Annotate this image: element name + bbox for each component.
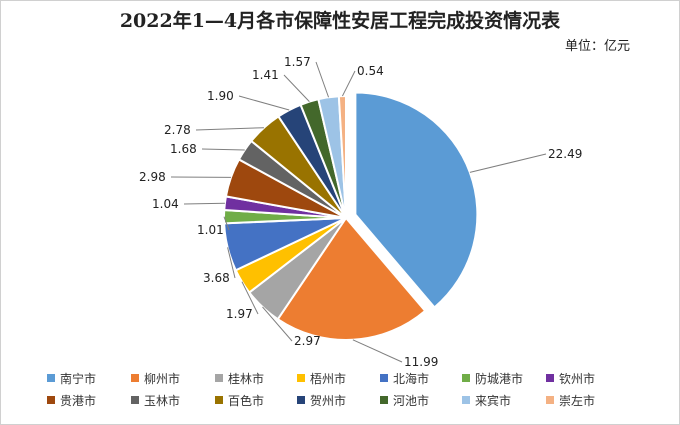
data-label: 2.78 (164, 123, 191, 137)
leader-line (469, 153, 547, 173)
legend-label: 玉林市 (144, 393, 180, 408)
legend-swatch (131, 396, 139, 404)
legend-swatch (462, 374, 470, 382)
data-label: 11.99 (404, 355, 438, 369)
legend-label: 河池市 (393, 393, 429, 408)
legend-swatch (215, 396, 223, 404)
legend-swatch (546, 396, 554, 404)
leader-line (195, 127, 264, 131)
legend-label: 梧州市 (310, 371, 346, 386)
legend-label: 百色市 (228, 393, 264, 408)
leader-line (262, 306, 293, 342)
data-label: 1.01 (197, 223, 224, 237)
data-label: 1.97 (226, 307, 253, 321)
pie-slice (354, 91, 479, 309)
leader-line (223, 216, 230, 231)
data-label: 2.97 (294, 334, 321, 348)
leader-line (241, 281, 259, 315)
leader-line (183, 202, 225, 205)
data-label: 1.41 (252, 68, 279, 82)
legend-swatch (47, 396, 55, 404)
leader-line (201, 148, 245, 151)
pie-slice (337, 94, 347, 219)
data-label: 2.98 (139, 170, 166, 184)
data-label: 3.68 (203, 271, 230, 285)
leader-line (352, 339, 403, 363)
leader-line (341, 70, 356, 97)
data-label: 1.57 (284, 55, 311, 69)
legend-label: 南宁市 (60, 371, 96, 386)
legend-swatch (380, 374, 388, 382)
legend-label: 防城港市 (475, 371, 523, 386)
legend-label: 钦州市 (559, 371, 595, 386)
legend-swatch (215, 374, 223, 382)
legend-swatch (297, 396, 305, 404)
legend-label: 贺州市 (310, 393, 346, 408)
legend-swatch (546, 374, 554, 382)
unit-label: 单位：亿元 (564, 39, 630, 54)
legend-swatch (380, 396, 388, 404)
legend-label: 桂林市 (228, 371, 264, 386)
leader-line (238, 95, 290, 111)
legend-label: 崇左市 (559, 393, 595, 408)
leader-line (315, 61, 330, 98)
legend-label: 贵港市 (60, 393, 96, 408)
legend-label: 柳州市 (144, 371, 180, 386)
data-label: 1.04 (152, 197, 179, 211)
leader-line (227, 247, 236, 279)
legend-swatch (131, 374, 139, 382)
chart-title: 2022年1—4月各市保障性安居工程完成投资情况表 (119, 10, 561, 32)
data-label: 1.68 (170, 142, 197, 156)
leader-line (283, 74, 310, 102)
legend-label: 来宾市 (475, 393, 511, 408)
legend-label: 北海市 (393, 371, 429, 386)
legend-swatch (47, 374, 55, 382)
data-label: 0.54 (357, 64, 384, 78)
data-label: 1.90 (207, 89, 234, 103)
data-label: 22.49 (548, 147, 582, 161)
legend-swatch (462, 396, 470, 404)
legend-swatch (297, 374, 305, 382)
